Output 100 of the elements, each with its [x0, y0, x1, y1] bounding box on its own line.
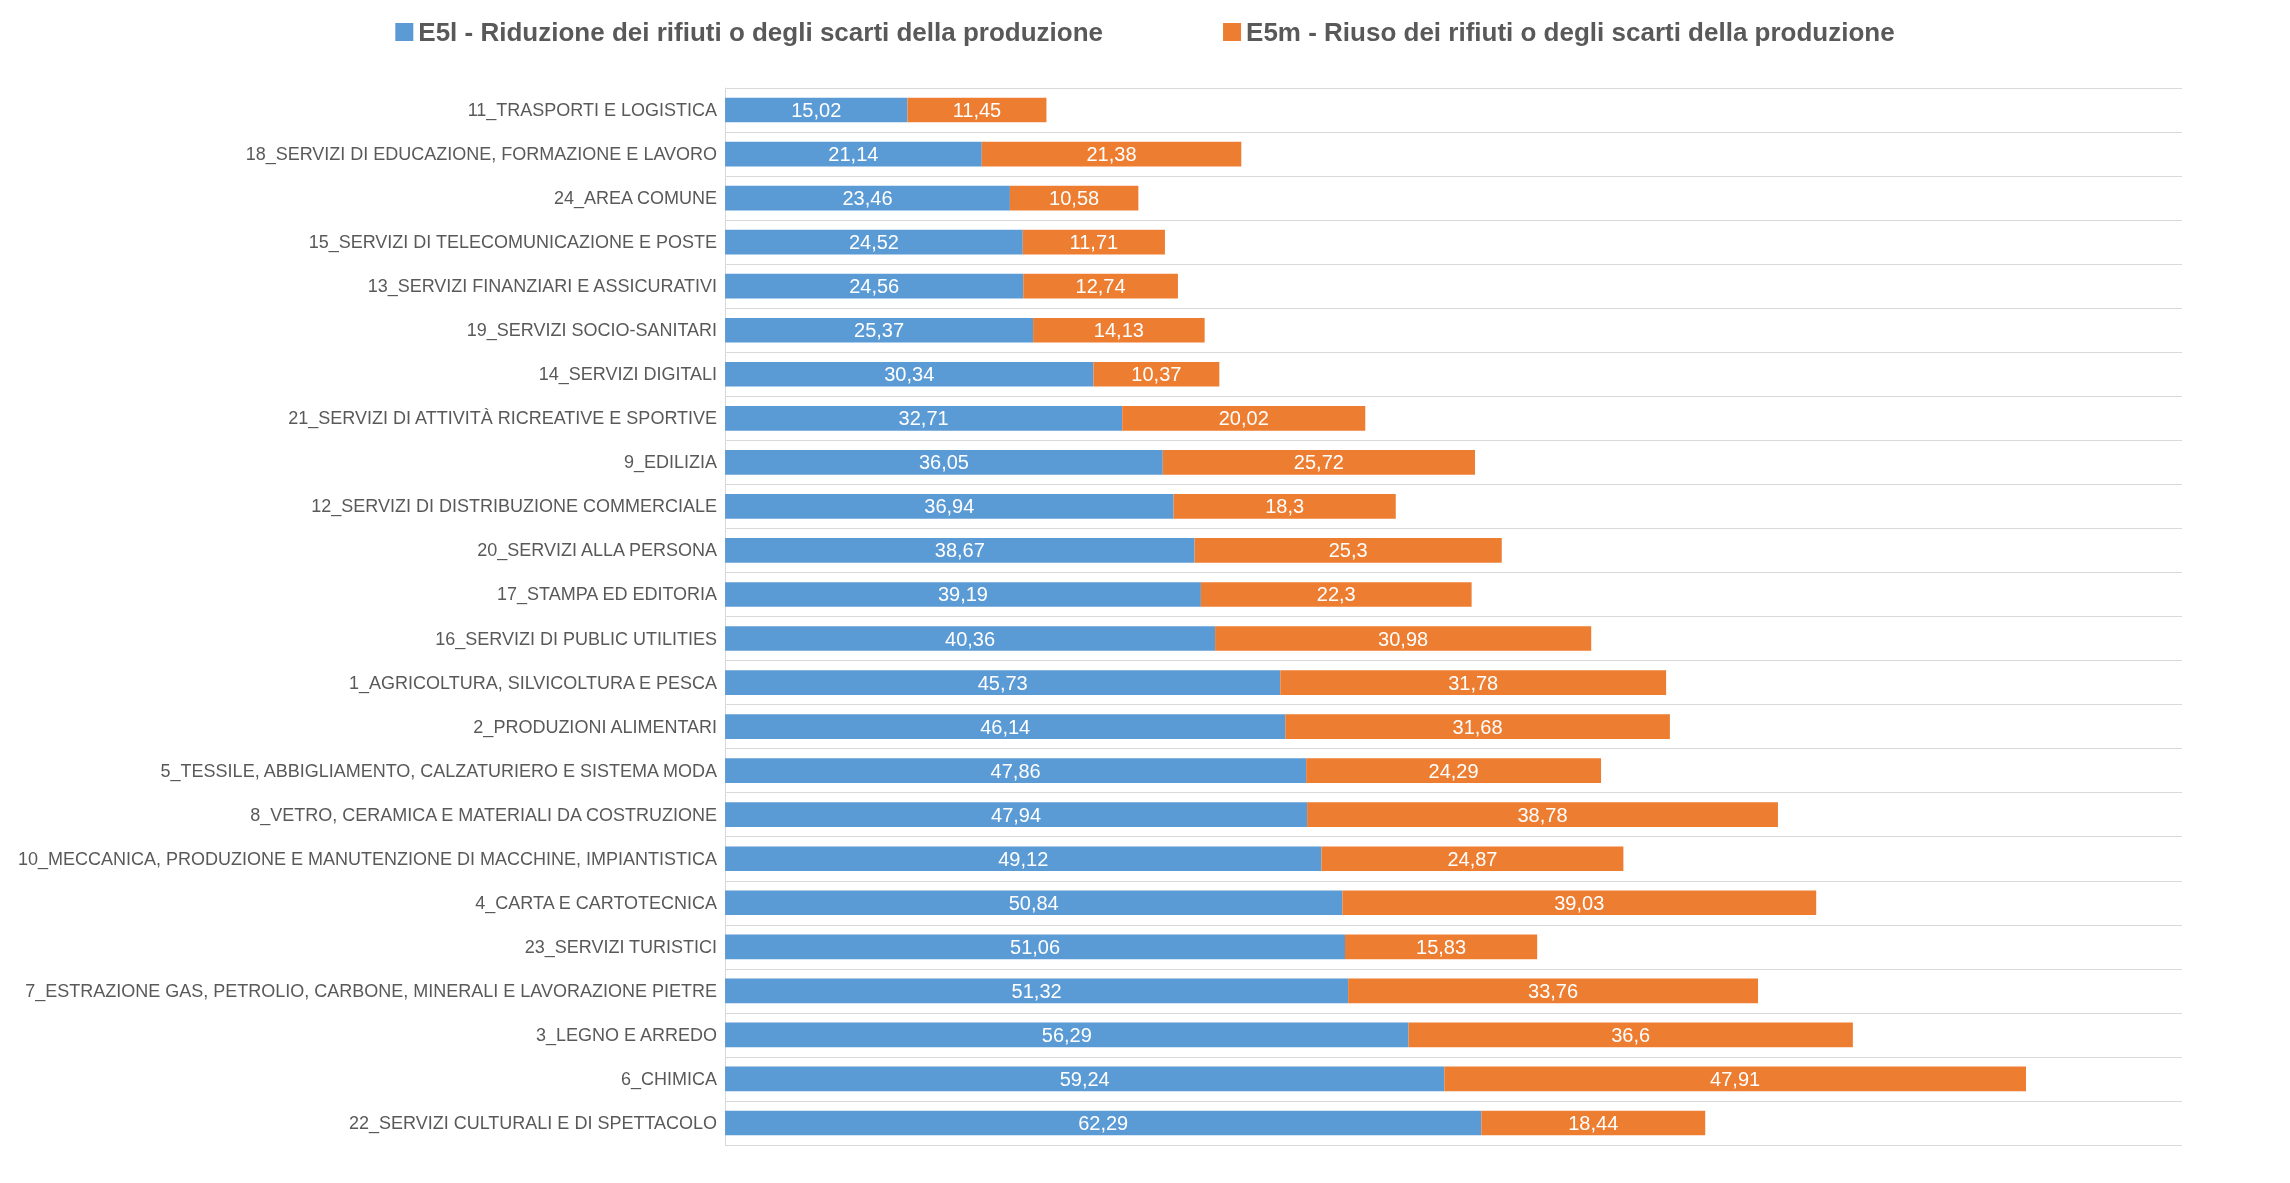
bar — [725, 273, 1024, 299]
data-label: 18,44 — [1568, 1111, 1619, 1134]
data-label: 46,14 — [980, 715, 1031, 738]
y-tick-label: 9_EDILIZIA — [624, 452, 718, 474]
data-label: 14,13 — [1093, 319, 1144, 342]
data-label: 40,36 — [945, 627, 996, 650]
y-tick-label: 18_SERVIZI DI EDUCAZIONE, FORMAZIONE E LAVORO — [245, 144, 718, 166]
data-label: 12,74 — [1075, 275, 1126, 298]
bar — [725, 538, 1195, 563]
data-label: 36,6 — [1611, 1023, 1651, 1046]
bar — [725, 1066, 1445, 1092]
data-label: 10,37 — [1131, 363, 1182, 386]
bar — [725, 361, 1094, 387]
bar — [1342, 890, 1817, 916]
bar — [725, 758, 1307, 783]
data-label: 25,3 — [1328, 539, 1368, 562]
bar — [725, 582, 1201, 607]
bar — [1345, 934, 1538, 960]
bar — [725, 141, 982, 167]
data-label: 24,29 — [1428, 759, 1479, 782]
data-label: 49,12 — [998, 847, 1049, 870]
bar — [1033, 317, 1205, 343]
bar — [725, 450, 1163, 475]
bar — [725, 978, 1349, 1004]
bar — [1307, 802, 1778, 828]
data-label: 22,3 — [1316, 583, 1356, 606]
bar — [725, 670, 1281, 695]
bar — [1173, 494, 1396, 519]
data-label: 10,58 — [1049, 187, 1100, 210]
y-tick-label: 17_STAMPA ED EDITORIA — [497, 584, 718, 606]
data-label: 25,72 — [1293, 451, 1344, 474]
data-label: 15,02 — [791, 99, 842, 122]
bar — [1122, 405, 1366, 431]
data-label: 15,83 — [1416, 935, 1467, 958]
bar — [1481, 1110, 1706, 1136]
y-tick-label: 12_SERVIZI DI DISTRIBUZIONE COMMERCIALE — [311, 496, 718, 518]
bar — [725, 185, 1010, 211]
data-label: 51,06 — [1010, 935, 1061, 958]
bar — [1280, 670, 1667, 695]
data-label: 39,03 — [1554, 891, 1605, 914]
data-label: 32,71 — [898, 407, 949, 430]
y-tick-label: 19_SERVIZI SOCIO-SANITARI — [466, 320, 718, 342]
bar — [1408, 1022, 1853, 1048]
bar — [725, 714, 1286, 739]
bar — [725, 229, 1023, 255]
y-tick-label: 5_TESSILE, ABBIGLIAMENTO, CALZATURIERO E SISTEMA MODA — [160, 760, 718, 782]
data-label: 21,14 — [828, 143, 879, 166]
data-label: 24,52 — [848, 231, 899, 254]
data-label: 31,78 — [1448, 671, 1499, 694]
data-label: 56,29 — [1041, 1023, 1092, 1046]
data-label: 20,02 — [1218, 407, 1269, 430]
bar — [1444, 1066, 2026, 1092]
data-label: 25,37 — [854, 319, 905, 342]
bar — [1348, 978, 1759, 1004]
y-tick-label: 16_SERVIZI DI PUBLIC UTILITIES — [435, 628, 718, 650]
data-label: 59,24 — [1059, 1067, 1110, 1090]
data-label: 39,19 — [937, 583, 989, 606]
data-label: 31,68 — [1452, 715, 1503, 738]
bar — [1022, 229, 1165, 255]
bar — [1215, 626, 1592, 651]
data-label: 36,05 — [918, 451, 969, 474]
bar — [1023, 273, 1178, 299]
y-tick-label: 11_TRASPORTI E LOGISTICA — [467, 100, 718, 122]
y-tick-label: 20_SERVIZI ALLA PERSONA — [477, 540, 718, 562]
bar — [1200, 582, 1472, 607]
y-tick-label: 21_SERVIZI DI ATTIVITÀ RICREATIVE E SPORTIVE — [288, 408, 718, 430]
y-tick-label: 13_SERVIZI FINANZIARI E ASSICURATIVI — [367, 276, 718, 298]
bar — [725, 494, 1174, 519]
data-label: 36,94 — [924, 495, 975, 518]
data-label: 50,84 — [1008, 891, 1059, 914]
data-label: 47,86 — [990, 759, 1041, 782]
data-label: 47,94 — [991, 803, 1042, 826]
bar — [725, 626, 1216, 651]
data-label: 24,87 — [1447, 847, 1498, 870]
bar — [725, 1022, 1409, 1048]
legend-label: E5m - Riuso dei rifiuti o degli scarti della produzione — [1246, 17, 1895, 47]
y-tick-label: 6_CHIMICA — [621, 1068, 718, 1090]
bar — [1321, 846, 1624, 872]
y-tick-label: 2_PRODUZIONI ALIMENTARI — [473, 716, 718, 738]
data-label: 24,56 — [849, 275, 900, 298]
bar — [725, 97, 908, 123]
y-tick-label: 24_AREA COMUNE — [554, 188, 718, 210]
bar — [725, 405, 1123, 431]
data-label: 11,71 — [1069, 231, 1119, 254]
y-tick-label: 8_VETRO, CERAMICA E MATERIALI DA COSTRUZIONE — [250, 804, 718, 826]
bar — [1285, 714, 1670, 739]
data-label: 30,34 — [884, 363, 935, 386]
data-label: 38,67 — [934, 539, 985, 562]
bar — [1306, 758, 1602, 783]
bar — [725, 846, 1322, 872]
bar — [725, 890, 1343, 916]
data-label: 51,32 — [1011, 979, 1062, 1002]
data-label: 30,98 — [1378, 627, 1429, 650]
bar — [725, 934, 1345, 960]
y-tick-label: 22_SERVIZI CULTURALI E DI SPETTACOLO — [348, 1112, 718, 1134]
y-tick-label: 7_ESTRAZIONE GAS, PETROLIO, CARBONE, MINERALI E LAVORAZIONE PIETRE — [25, 980, 718, 1002]
y-tick-label: 1_AGRICOLTURA, SILVICOLTURA E PESCA — [348, 672, 718, 694]
bar — [1162, 450, 1476, 475]
bar — [1194, 538, 1502, 563]
data-label: 11,45 — [952, 99, 1002, 122]
